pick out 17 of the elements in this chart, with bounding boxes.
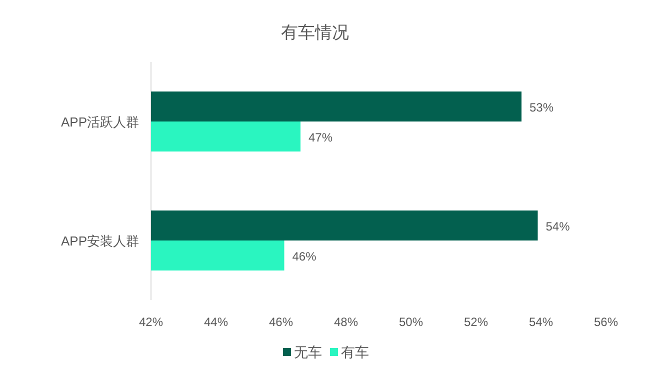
y-tick-label: APP活跃人群 — [60, 114, 139, 130]
data-label: 46% — [292, 250, 317, 264]
x-tick-label: 50% — [398, 315, 424, 329]
legend-label: 无车 — [294, 344, 322, 360]
data-label: 54% — [546, 220, 570, 234]
x-tick-label: 54% — [528, 315, 554, 329]
x-tick-label: 46% — [268, 315, 294, 329]
x-tick-label: 56% — [594, 315, 618, 329]
x-tick-label: 44% — [204, 315, 228, 329]
y-tick-label: APP安装人群 — [60, 234, 139, 248]
legend-label: 有车 — [341, 344, 369, 360]
x-tick-label: 48% — [334, 315, 358, 329]
x-tick-label: 42% — [138, 315, 164, 329]
x-tick-label: 52% — [464, 315, 488, 329]
data-label: 47% — [308, 130, 333, 144]
data-label: 53% — [530, 100, 554, 114]
chart-title: 有车情况 — [281, 23, 349, 42]
